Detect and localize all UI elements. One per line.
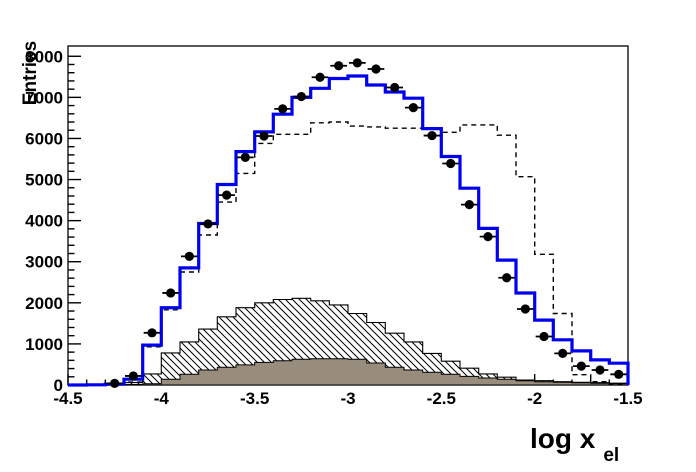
- data-point: [240, 152, 250, 162]
- chart-layer: -4.5 -4 -3.5 -3 -2.5 -2 -1.5 0 1000 2000 3000 4000 5…: [25, 45, 643, 408]
- y-tick-label: 5000: [25, 171, 63, 190]
- data-point: [315, 72, 325, 82]
- data-point: [408, 103, 418, 113]
- data-point: [502, 273, 512, 283]
- blue-histogram: [68, 74, 630, 387]
- hatched-histogram: [68, 297, 629, 386]
- y-tick-label: 2000: [25, 294, 63, 313]
- data-point: [558, 348, 568, 358]
- y-tick-label: 8000: [25, 47, 63, 66]
- x-tick-label: -2: [527, 389, 542, 408]
- y-tick-label: 6000: [25, 129, 63, 148]
- x-axis-title-main: log x: [530, 423, 596, 454]
- y-tick-label: 0: [54, 376, 63, 395]
- y-tick-label: 1000: [25, 335, 63, 354]
- data-point: [371, 64, 381, 74]
- data-point: [334, 61, 344, 71]
- data-point: [203, 219, 213, 229]
- data-point: [576, 361, 586, 371]
- x-tick-label: -2.5: [427, 389, 456, 408]
- y-axis-title: Entries: [20, 41, 41, 105]
- data-point: [110, 378, 120, 388]
- data-point: [259, 131, 269, 141]
- x-axis-title: log x el: [530, 423, 619, 466]
- data-point: [147, 328, 157, 338]
- x-tick-label: -3: [340, 389, 355, 408]
- y-tick-label: 3000: [25, 253, 63, 272]
- data-point: [128, 371, 138, 381]
- data-point: [296, 91, 306, 102]
- data-point: [464, 200, 474, 210]
- x-tick-label: -3.5: [240, 389, 269, 408]
- data-point: [427, 130, 437, 141]
- data-point: [520, 304, 530, 314]
- gray-histogram: [68, 358, 629, 386]
- x-tick-label: -4: [154, 389, 170, 408]
- data-point: [483, 232, 493, 242]
- data-point: [166, 288, 176, 298]
- y-tick-label: 4000: [25, 212, 63, 231]
- data-point: [222, 190, 232, 200]
- y-tick-label: 7000: [25, 88, 63, 107]
- dashed-histogram: [68, 121, 629, 386]
- data-point: [539, 331, 549, 342]
- x-tick-label: -1.5: [613, 389, 642, 408]
- data-point: [446, 158, 456, 169]
- data-point: [184, 251, 194, 261]
- data-point: [278, 104, 288, 114]
- data-point: [352, 58, 362, 68]
- x-axis-title-subscript: el: [603, 445, 619, 466]
- data-point: [390, 82, 400, 93]
- data-point: [595, 365, 605, 375]
- x-tick-label: -4.5: [53, 389, 82, 408]
- data-point: [614, 369, 624, 379]
